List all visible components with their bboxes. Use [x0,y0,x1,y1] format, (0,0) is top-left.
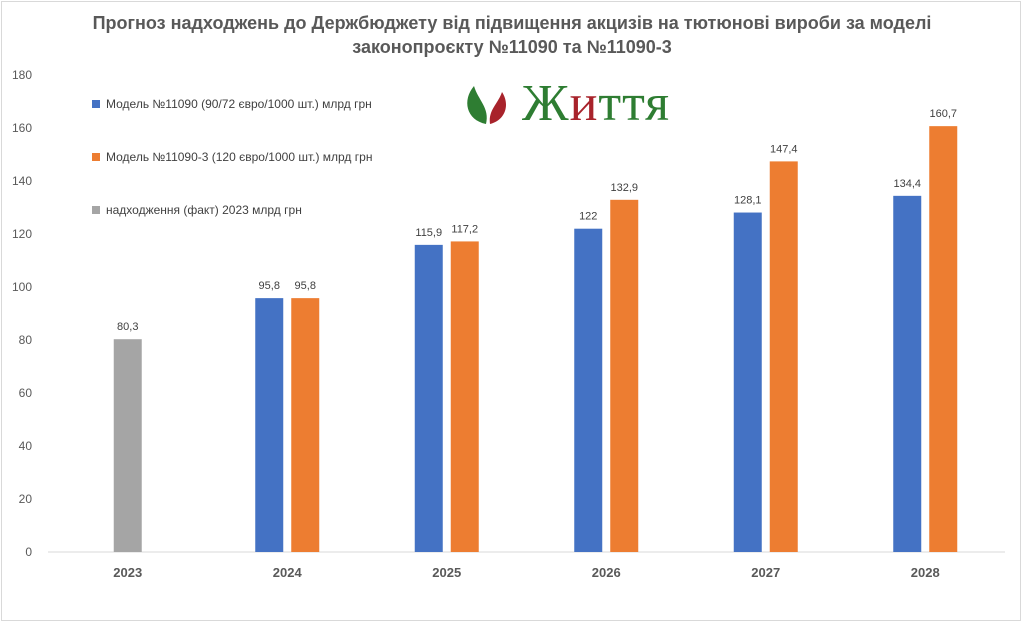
x-tick-label-2026: 2026 [592,565,621,580]
chart-title: Прогноз надходжень до Держбюджету від пі… [60,11,964,59]
bar-2028-series-1 [893,195,922,552]
y-tick-label-180: 180 [12,68,32,82]
legend-item-fact-2023: надходження (факт) 2023 млрд грн [92,202,302,218]
legend-item-model-11090-3: Модель №11090-3 (120 євро/1000 шт.) млрд… [92,149,372,165]
y-tick-label-80: 80 [19,333,33,347]
bar-2027-series-2 [769,161,798,552]
y-tick-label-40: 40 [19,439,33,453]
y-tick-label-120: 120 [12,227,32,241]
legend-label-fact-2023: надходження (факт) 2023 млрд грн [106,203,302,217]
bar-2026-series-2 [610,199,639,552]
y-tick-label-100: 100 [12,280,32,294]
logo-text-part-3: ття [598,75,671,132]
data-label-2025-series-2: 117,2 [451,223,478,235]
y-tick-label-0: 0 [25,545,32,559]
y-tick-label-160: 160 [12,121,32,135]
x-tick-label-2025: 2025 [432,565,461,580]
logo-text: Життя [522,78,670,130]
x-tick-label-2028: 2028 [911,565,940,580]
data-label-2028-series-2: 160,7 [929,108,957,120]
y-tick-label-140: 140 [12,174,32,188]
data-label-2027-series-1: 128,1 [734,195,762,207]
zhyttia-logo: Життя [460,76,700,132]
y-tick-label-20: 20 [19,492,33,506]
legend-label-model-11090: Модель №11090 (90/72 євро/1000 шт.) млрд… [106,97,372,111]
data-label-2025-series-1: 115,9 [415,227,442,239]
y-tick-label-60: 60 [19,386,33,400]
chart-title-line-1: Прогноз надходжень до Держбюджету від пі… [92,13,932,33]
leaf-icon [467,86,506,124]
data-label-2023-series-3: 80,3 [117,321,138,333]
logo-text-part-1: Ж [522,75,570,132]
bar-2024-series-2 [291,298,320,552]
bar-2023-series-3 [113,339,142,552]
x-tick-label-2024: 2024 [273,565,303,580]
data-label-2026-series-2: 132,9 [610,182,638,194]
legend-label-model-11090-3: Модель №11090-3 (120 євро/1000 шт.) млрд… [106,150,373,164]
legend-swatch-gray [92,206,100,214]
data-label-2026-series-1: 122 [579,211,597,223]
legend-swatch-orange [92,153,100,161]
data-label-2027-series-2: 147,4 [770,143,798,155]
bar-2024-series-1 [255,298,284,552]
x-tick-label-2027: 2027 [751,565,780,580]
bar-2028-series-2 [929,126,958,553]
bar-2025-series-1 [414,244,443,553]
bar-2025-series-2 [450,241,479,553]
legend-swatch-blue [92,100,100,108]
legend-item-model-11090: Модель №11090 (90/72 євро/1000 шт.) млрд… [92,96,372,112]
bar-2027-series-1 [733,212,762,552]
logo-text-part-2: и [569,75,599,132]
bar-2026-series-1 [574,228,603,552]
data-label-2024-series-2: 95,8 [295,280,316,292]
x-tick-label-2023: 2023 [113,565,142,580]
data-label-2024-series-1: 95,8 [259,280,280,292]
chart-title-line-2: законопроєкту №11090 та №11090-3 [352,37,672,57]
data-label-2028-series-1: 134,4 [893,178,921,190]
